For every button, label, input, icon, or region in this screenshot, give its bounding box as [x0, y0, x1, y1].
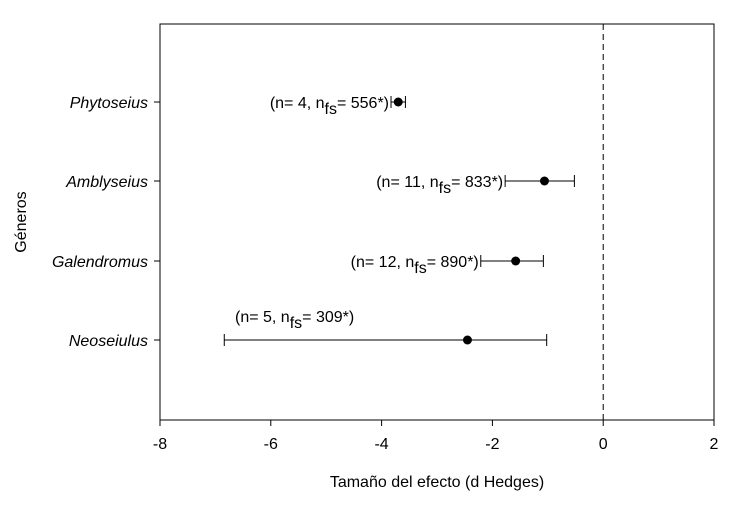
x-tick-label: 0: [599, 436, 608, 453]
x-tick-label: -2: [485, 436, 499, 453]
plot-frame: [159, 23, 715, 421]
y-tick-label: Phytoseius: [70, 95, 148, 112]
sample-size-annotation: (n= 5, nfs= 309*): [235, 309, 354, 332]
sample-size-annotation: (n= 4, nfs= 556*): [270, 95, 389, 118]
x-tick-label: -4: [374, 436, 388, 453]
x-axis-label: Tamaño del efecto (d Hedges): [330, 474, 544, 491]
effect-point: [462, 335, 472, 345]
x-tick-label: 2: [710, 436, 719, 453]
y-axis-label: Géneros: [13, 191, 30, 252]
effect-point: [539, 176, 549, 186]
x-tick-label: -8: [153, 436, 167, 453]
y-tick-label: Galendromus: [52, 254, 148, 271]
effect-point: [511, 256, 521, 266]
effect-point: [393, 97, 403, 107]
y-tick-label: Neoseiulus: [69, 333, 148, 350]
x-tick-label: -6: [264, 436, 278, 453]
sample-size-annotation: (n= 11, nfs= 833*): [376, 174, 503, 197]
y-tick-label: Amblyseius: [65, 174, 148, 191]
sample-size-annotation: (n= 12, nfs= 890*): [351, 254, 479, 277]
